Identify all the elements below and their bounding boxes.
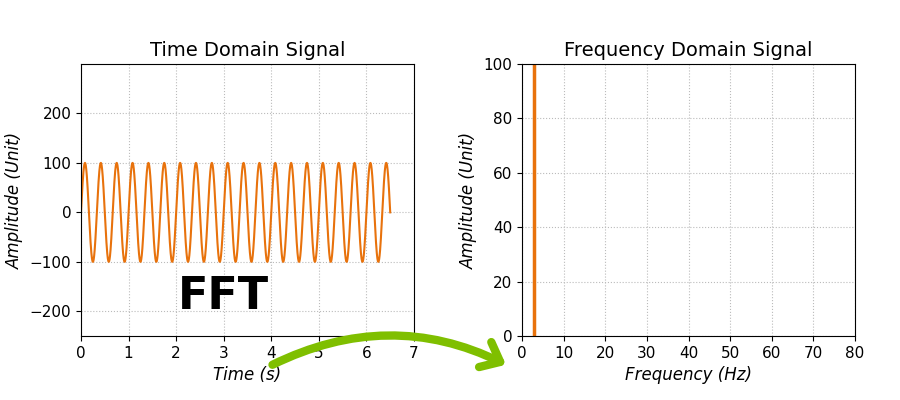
- Y-axis label: Amplitude (Unit): Amplitude (Unit): [460, 132, 478, 268]
- Title: Time Domain Signal: Time Domain Signal: [149, 41, 346, 60]
- Y-axis label: Amplitude (Unit): Amplitude (Unit): [6, 132, 24, 268]
- Text: FFT: FFT: [178, 275, 269, 318]
- Title: Frequency Domain Signal: Frequency Domain Signal: [564, 41, 813, 60]
- X-axis label: Time (s): Time (s): [213, 366, 282, 384]
- X-axis label: Frequency (Hz): Frequency (Hz): [625, 366, 752, 384]
